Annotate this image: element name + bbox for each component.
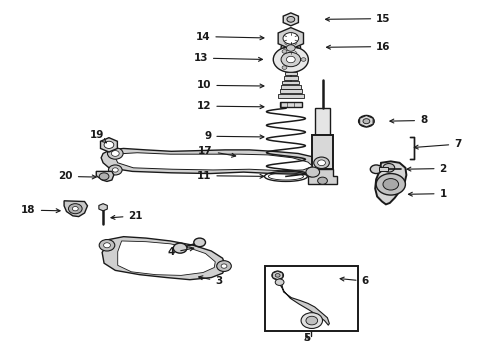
Bar [280,102,301,107]
Circle shape [283,33,298,44]
Circle shape [358,116,373,127]
Text: 2: 2 [406,163,446,174]
Circle shape [107,148,123,159]
Circle shape [362,119,369,124]
Polygon shape [101,138,117,152]
Bar [314,108,330,138]
Text: 21: 21 [111,211,142,221]
Text: 4: 4 [167,247,193,257]
Polygon shape [272,271,282,280]
Polygon shape [101,148,328,175]
Text: 8: 8 [389,116,427,126]
Text: 6: 6 [340,276,368,286]
Circle shape [72,207,78,211]
Circle shape [221,264,226,268]
Circle shape [275,274,280,277]
Circle shape [286,56,295,63]
Text: 17: 17 [198,145,235,157]
Circle shape [111,150,119,156]
Circle shape [103,243,110,248]
Circle shape [369,165,381,174]
Circle shape [301,313,322,328]
Polygon shape [374,161,406,204]
Polygon shape [102,237,225,280]
Polygon shape [283,13,298,26]
Text: 16: 16 [326,42,390,51]
Text: 20: 20 [58,171,96,181]
Circle shape [271,271,283,280]
Circle shape [108,165,122,175]
Circle shape [305,167,319,177]
Bar [311,135,332,169]
Circle shape [382,163,394,172]
Circle shape [282,66,286,69]
Polygon shape [118,241,215,275]
Polygon shape [64,201,87,217]
Polygon shape [114,153,312,171]
Text: 1: 1 [407,189,446,199]
Text: 15: 15 [325,14,390,24]
Text: 3: 3 [198,276,222,286]
Polygon shape [99,204,107,211]
Circle shape [99,239,115,251]
Polygon shape [278,28,303,49]
Circle shape [193,238,205,247]
Circle shape [273,46,308,72]
Circle shape [275,279,284,285]
Circle shape [286,45,295,51]
Circle shape [286,17,294,22]
Circle shape [282,50,286,53]
Bar [278,94,303,98]
Circle shape [173,243,186,253]
Text: 12: 12 [197,101,264,111]
Text: 11: 11 [197,171,264,181]
Circle shape [317,160,325,166]
Circle shape [216,261,231,271]
Text: 5: 5 [303,333,310,343]
Circle shape [305,316,317,325]
Circle shape [301,58,305,61]
Text: 18: 18 [21,205,60,215]
Circle shape [281,41,300,55]
Circle shape [112,168,118,172]
Circle shape [281,52,300,67]
Polygon shape [359,116,372,127]
Text: 10: 10 [197,80,264,90]
Polygon shape [307,169,336,184]
Bar [283,76,297,80]
Text: 9: 9 [204,131,264,141]
Text: 14: 14 [195,32,264,41]
Bar [280,85,300,89]
Circle shape [68,204,82,214]
Polygon shape [279,274,329,325]
Circle shape [104,141,114,148]
Polygon shape [96,171,114,181]
Text: 19: 19 [90,130,106,143]
Text: 7: 7 [413,139,461,149]
Circle shape [375,174,405,195]
Bar [285,72,296,75]
Bar [282,81,299,84]
Circle shape [382,179,398,190]
Circle shape [317,177,327,184]
Text: 13: 13 [193,53,262,63]
Bar [279,90,302,93]
Circle shape [99,173,109,180]
Circle shape [313,157,329,168]
Bar [378,167,387,171]
Bar [264,266,357,330]
